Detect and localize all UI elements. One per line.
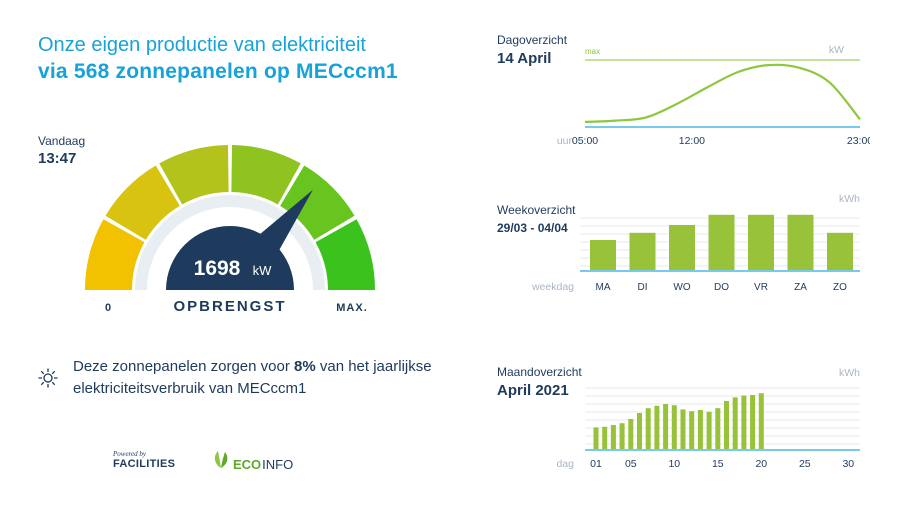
month-chart-bar — [732, 397, 738, 449]
week-chart-tick-label: VR — [754, 282, 768, 293]
week-chart-bar — [827, 232, 853, 270]
day-chart-tick-label: 23:00 — [847, 135, 870, 147]
month-chart-bars — [593, 393, 764, 449]
gauge-caption: OPBRENGST — [173, 298, 286, 315]
month-chart-period: April 2021 — [497, 382, 569, 399]
month-chart-bar — [706, 411, 712, 449]
week-chart-bar — [629, 232, 656, 270]
gauge-needle — [257, 189, 313, 254]
month-chart-bar — [758, 393, 764, 449]
month-chart-bar — [750, 395, 756, 449]
week-chart-unit: kWh — [839, 193, 860, 205]
facilities-text: FACILITIES — [113, 458, 176, 470]
gauge-segment — [85, 219, 145, 290]
day-chart-tick-label: 12:00 — [679, 135, 705, 147]
info-text: Deze zonnepanelen zorgen voor 8% van het… — [73, 356, 433, 400]
month-chart-tick-label: 15 — [712, 458, 724, 470]
day-chart-title: Dagoverzicht — [497, 33, 568, 47]
sun-icon — [38, 368, 58, 388]
gauge-unit: kW — [253, 263, 273, 278]
month-chart-tick-label: 10 — [668, 458, 680, 470]
month-chart-bar — [593, 427, 599, 449]
month-chart: kWh dag 01 05 10 15 20 25 30 — [556, 367, 860, 470]
week-chart-period: 29/03 - 04/04 — [497, 221, 568, 235]
gauge-value-disc — [166, 226, 294, 290]
week-chart-ticks: MA DI WO DO VR ZA ZO — [596, 282, 848, 293]
gauge-min-label: 0 — [105, 302, 111, 314]
month-chart-bar — [602, 426, 608, 449]
gauge-segment — [105, 165, 180, 240]
month-chart-bar — [654, 405, 660, 449]
today-time: 13:47 — [38, 150, 77, 167]
week-chart: kWh weekdag MA DI WO DO VR ZA ZO — [531, 193, 860, 293]
week-chart-bar — [787, 214, 814, 270]
gauge-max-label: MAX. — [336, 302, 368, 314]
month-chart-grid — [585, 387, 860, 445]
week-chart-tick-label: ZA — [794, 282, 807, 293]
week-chart-axis-label: weekdag — [531, 281, 574, 293]
month-chart-bar — [715, 408, 721, 449]
month-chart-ticks: 01 05 10 15 20 25 30 — [590, 458, 854, 470]
day-chart-period: 14 April — [497, 50, 552, 67]
month-chart-bar — [663, 404, 669, 449]
leaf-icon — [214, 451, 228, 468]
title-line-2: via 568 zonnepanelen op MECccm1 — [38, 60, 398, 83]
gauge-segments — [85, 145, 375, 290]
week-chart-bar — [590, 240, 616, 270]
title-line-1: Onze eigen productie van elektriciteit — [38, 34, 366, 56]
week-chart-bar — [748, 214, 774, 270]
gauge-segment — [315, 219, 375, 290]
day-chart-ticks: 05:00 12:00 23:00 — [572, 135, 870, 147]
ecoinfo-logo: ECOINFO — [233, 457, 293, 472]
month-chart-bar — [610, 425, 616, 449]
gauge-segment — [231, 145, 301, 205]
powered-by-text: Powered by — [113, 450, 146, 458]
day-chart: kW max uur 05:00 12:00 23:00 — [557, 44, 870, 147]
month-chart-unit: kWh — [839, 367, 860, 379]
gauge-value: 1698 — [194, 257, 241, 280]
week-chart-bar — [669, 225, 695, 270]
month-chart-bar — [741, 395, 747, 449]
month-chart-axis-label: dag — [556, 458, 574, 470]
week-chart-tick-label: ZO — [833, 282, 847, 293]
month-chart-bar — [689, 411, 695, 449]
today-label: Vandaag — [38, 134, 86, 148]
month-chart-title: Maandoverzicht — [497, 365, 582, 379]
production-gauge: 1698 kW OPBRENGST 0 MAX. — [85, 145, 375, 315]
eco-text: ECO — [233, 457, 262, 472]
month-chart-tick-label: 30 — [842, 458, 854, 470]
info-text-after: van het jaarlijkse elektriciteitsverbrui… — [73, 358, 432, 397]
facilities-logo: Powered by FACILITIES — [113, 450, 193, 471]
month-chart-bar — [724, 401, 729, 449]
week-chart-bars — [590, 214, 853, 270]
week-chart-tick-label: WO — [673, 282, 690, 293]
week-chart-tick-label: DO — [714, 282, 729, 293]
day-chart-unit: kW — [829, 44, 844, 56]
month-chart-bar — [697, 410, 703, 449]
day-chart-series-line — [584, 63, 861, 123]
info-percentage: 8% — [294, 358, 316, 375]
month-chart-bar — [619, 423, 625, 449]
month-chart-bar — [671, 405, 677, 449]
month-chart-tick-label: 25 — [799, 458, 811, 470]
week-chart-bar — [708, 214, 735, 270]
month-chart-bar — [637, 413, 642, 449]
month-chart-bar — [645, 408, 651, 449]
month-chart-bar — [680, 409, 686, 449]
day-chart-max-label: max — [585, 47, 600, 56]
info-logo-text: INFO — [262, 457, 294, 472]
week-chart-tick-label: MA — [596, 282, 611, 293]
info-text-before: Deze zonnepanelen zorgen voor — [73, 358, 294, 375]
gauge-segment — [280, 165, 355, 240]
month-chart-tick-label: 05 — [625, 458, 637, 470]
week-chart-tick-label: DI — [638, 282, 648, 293]
month-chart-bar — [628, 419, 634, 449]
week-chart-title: Weekoverzicht — [497, 203, 576, 217]
month-chart-tick-label: 20 — [755, 458, 767, 470]
day-chart-tick-label: 05:00 — [572, 135, 598, 147]
day-chart-axis-label: uur — [557, 135, 573, 147]
gauge-segment — [159, 145, 229, 205]
month-chart-tick-label: 01 — [590, 458, 602, 470]
